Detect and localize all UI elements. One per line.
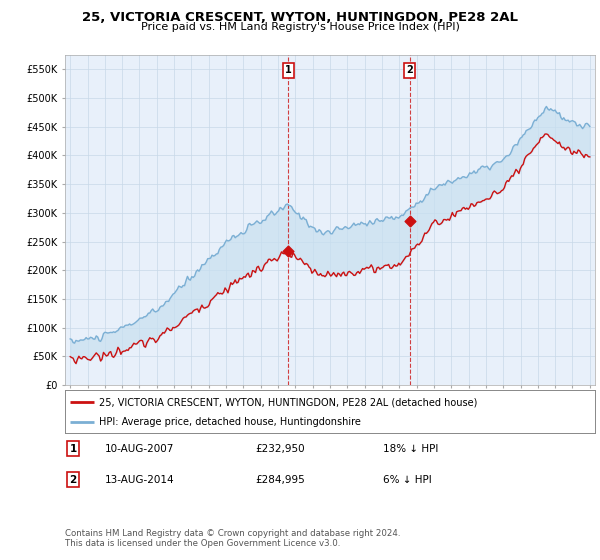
Point [284,247,293,256]
Text: 1: 1 [70,444,77,454]
Text: 10-AUG-2007: 10-AUG-2007 [105,444,174,454]
Point [405,217,415,226]
Text: 2: 2 [70,475,77,484]
Text: 6% ↓ HPI: 6% ↓ HPI [383,475,432,484]
Text: 2: 2 [406,66,413,76]
Text: £284,995: £284,995 [256,475,305,484]
Text: This data is licensed under the Open Government Licence v3.0.: This data is licensed under the Open Gov… [65,539,340,548]
Text: 13-AUG-2014: 13-AUG-2014 [105,475,175,484]
Text: HPI: Average price, detached house, Huntingdonshire: HPI: Average price, detached house, Hunt… [100,417,361,427]
Text: Contains HM Land Registry data © Crown copyright and database right 2024.: Contains HM Land Registry data © Crown c… [65,529,400,538]
Text: 1: 1 [285,66,292,76]
Text: 25, VICTORIA CRESCENT, WYTON, HUNTINGDON, PE28 2AL (detached house): 25, VICTORIA CRESCENT, WYTON, HUNTINGDON… [100,397,478,407]
Text: 18% ↓ HPI: 18% ↓ HPI [383,444,439,454]
Text: 25, VICTORIA CRESCENT, WYTON, HUNTINGDON, PE28 2AL: 25, VICTORIA CRESCENT, WYTON, HUNTINGDON… [82,11,518,24]
Text: Price paid vs. HM Land Registry's House Price Index (HPI): Price paid vs. HM Land Registry's House … [140,22,460,32]
Text: £232,950: £232,950 [256,444,305,454]
